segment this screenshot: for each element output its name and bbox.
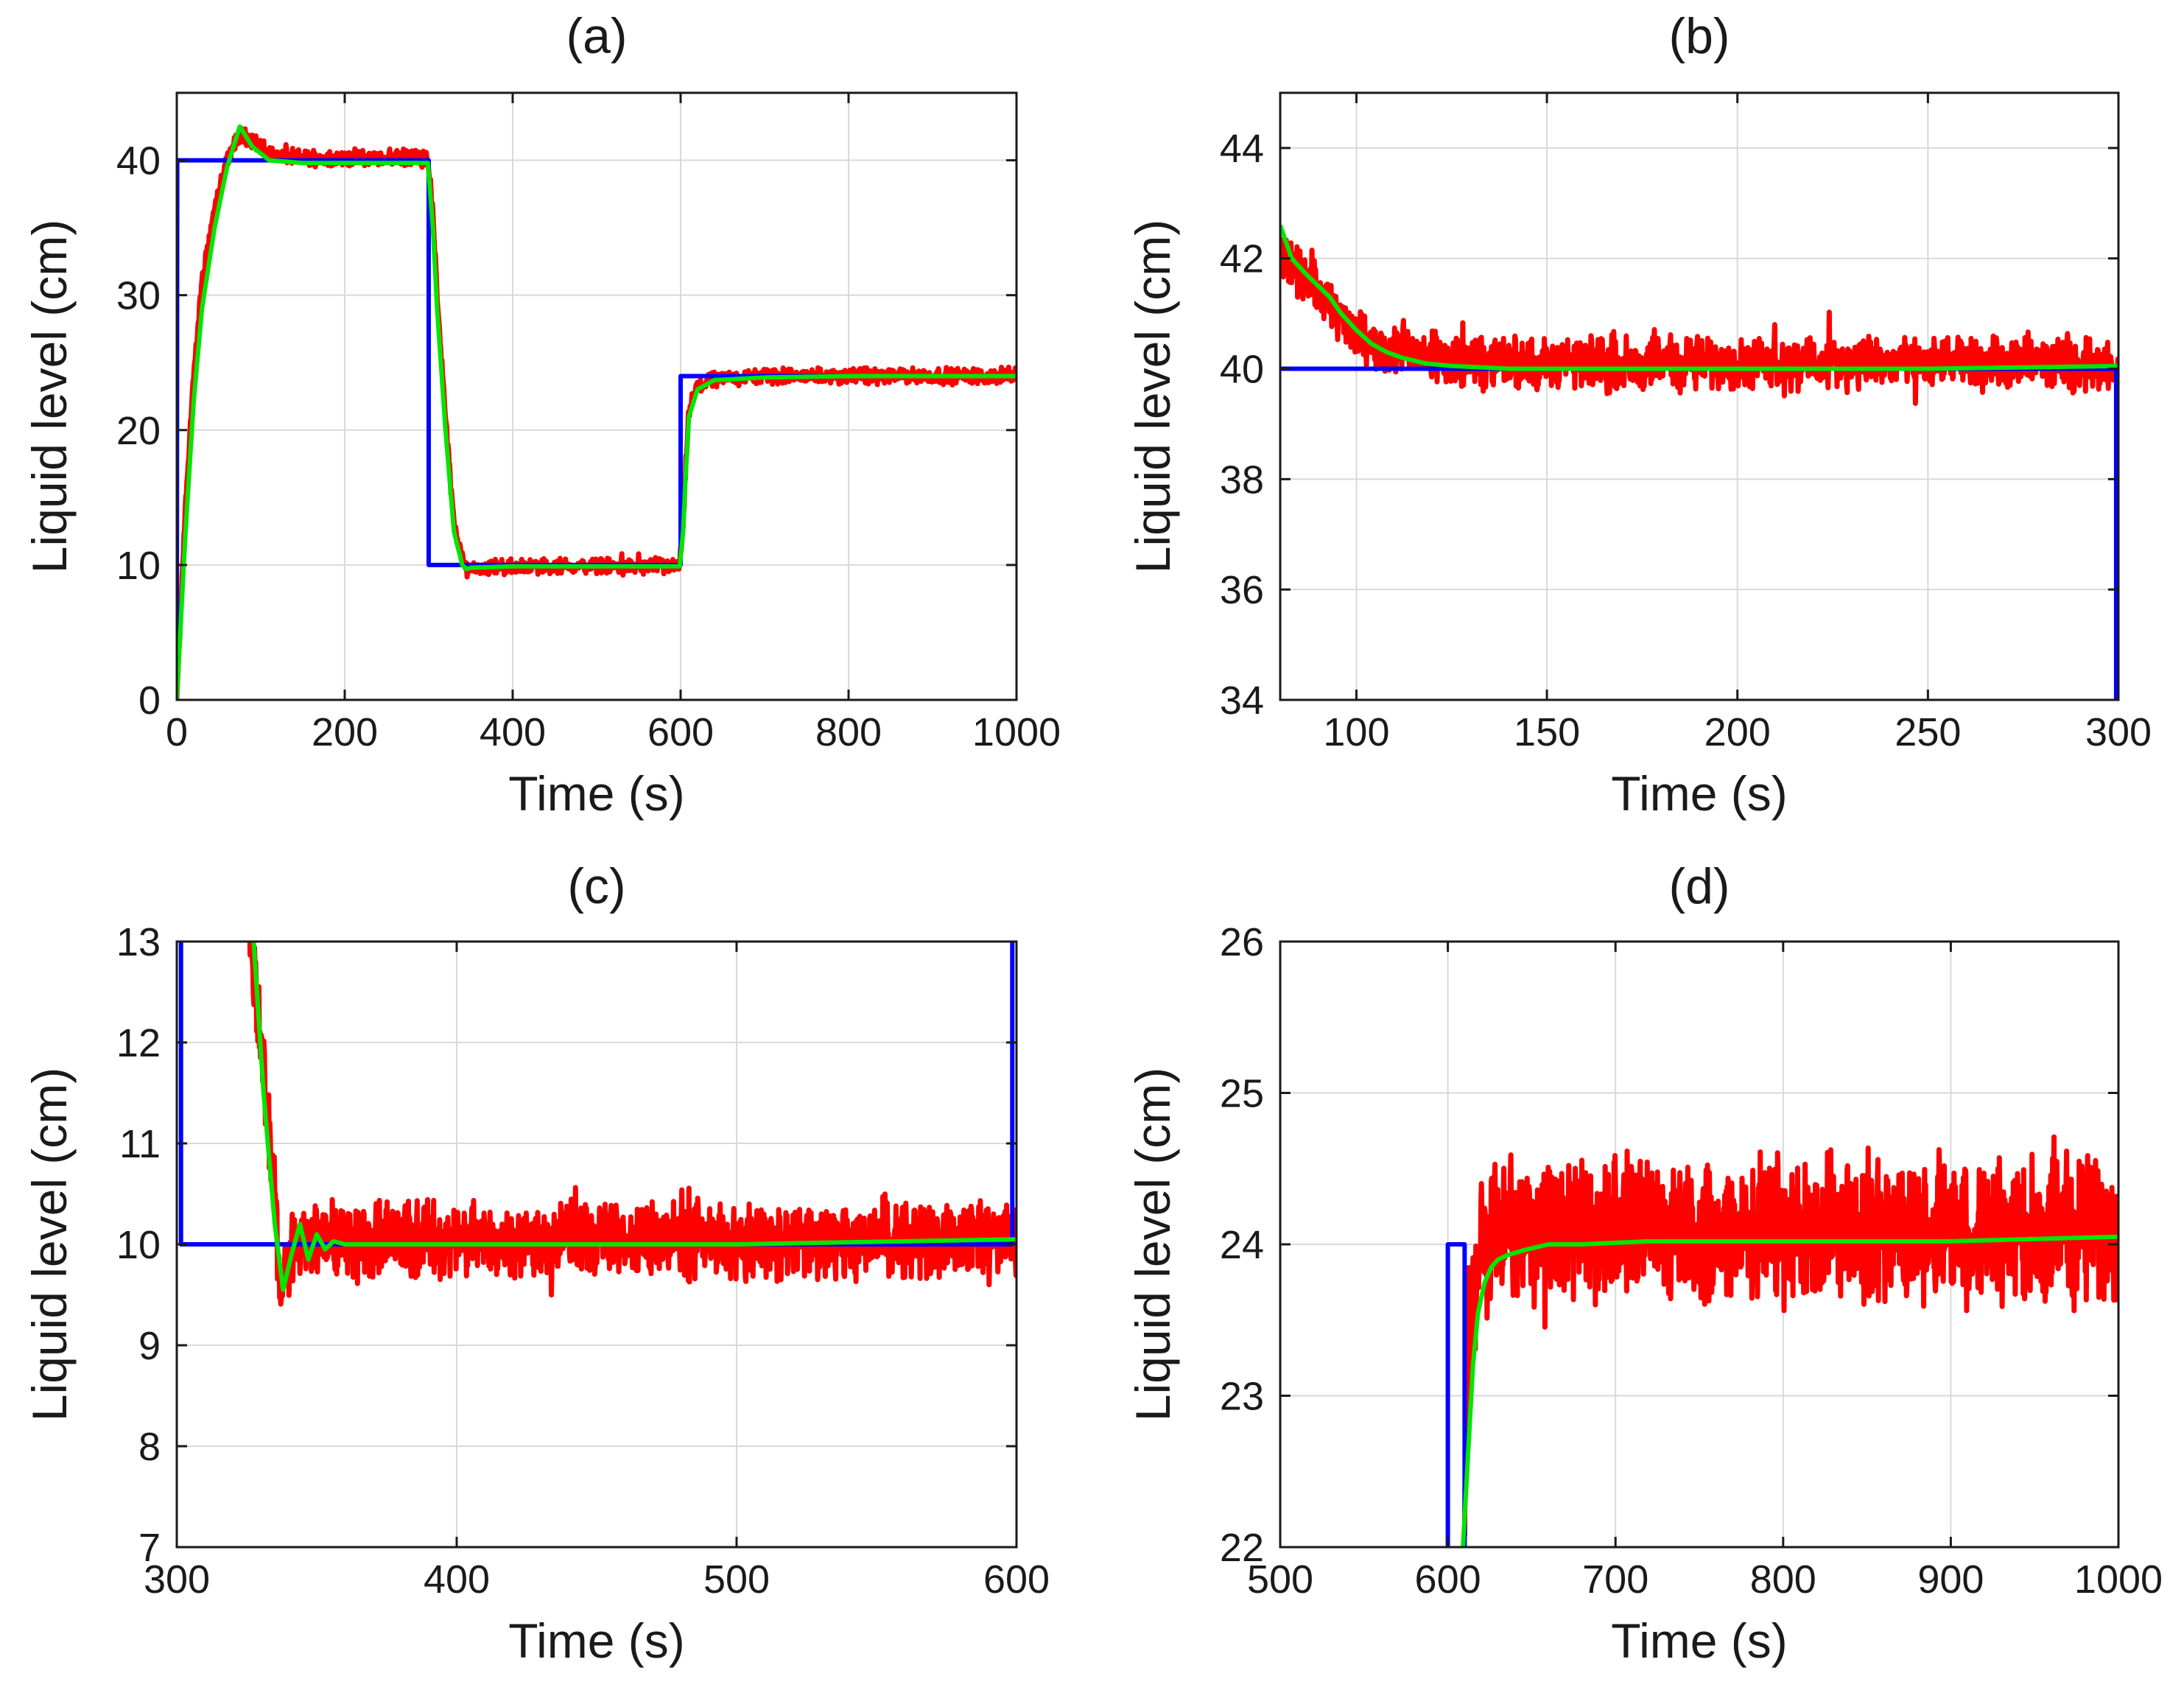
- y-tick-label: 44: [1220, 127, 1264, 171]
- filtered-series-line: [1461, 1234, 2118, 1547]
- y-tick-label: 0: [138, 679, 161, 723]
- x-tick-label: 200: [1704, 710, 1771, 754]
- y-tick-label: 9: [138, 1324, 161, 1368]
- series-group: [1445, 1134, 2118, 1547]
- y-tick-label: 38: [1220, 458, 1264, 502]
- y-axis-label: Liquid level (cm): [22, 220, 77, 574]
- y-tick-label: 40: [1220, 348, 1264, 392]
- x-axis-label: Time (s): [1611, 1613, 1788, 1668]
- measured-series-line: [247, 942, 1016, 1307]
- x-tick-label: 900: [1917, 1557, 1984, 1602]
- x-tick-label: 1000: [972, 710, 1061, 754]
- setpoint-series-line: [1445, 1242, 1467, 1547]
- x-axis-label: Time (s): [1611, 766, 1788, 821]
- y-tick-label: 36: [1220, 568, 1264, 612]
- y-tick-label: 13: [116, 920, 161, 964]
- x-tick-label: 0: [166, 710, 188, 754]
- y-tick-label: 40: [116, 139, 161, 183]
- y-tick-label: 24: [1220, 1223, 1264, 1267]
- x-tick-label: 150: [1514, 710, 1580, 754]
- filtered-series-line: [177, 124, 1016, 700]
- chart-title: (c): [567, 858, 625, 914]
- x-tick-label: 300: [2085, 710, 2152, 754]
- x-tick-label: 300: [144, 1557, 210, 1602]
- x-tick-label: 250: [1895, 710, 1961, 754]
- x-tick-label: 400: [480, 710, 546, 754]
- y-axis-label: Liquid level (cm): [1126, 220, 1180, 574]
- y-tick-label: 26: [1220, 920, 1264, 964]
- y-axis-label: Liquid level (cm): [22, 1068, 77, 1422]
- y-tick-label: 42: [1220, 237, 1264, 281]
- chart-panel-1: 0 200 400 600 800 1000 0 10 20 30 40 (a) Time (s) Liq…: [22, 8, 1061, 821]
- y-tick-label: 23: [1220, 1375, 1264, 1419]
- chart-panel-2: 100 150 200 250 300 34 36 38 40 42 44 (b) Time (s) Li…: [1126, 8, 2152, 821]
- y-tick-label: 30: [116, 274, 161, 318]
- chart-panel-4: 500 600 700 800 900 1000 22 23 24 25 26 (d) Time (s)…: [1126, 858, 2163, 1668]
- x-axis-label: Time (s): [508, 1613, 685, 1668]
- y-tick-label: 8: [138, 1425, 161, 1469]
- chart-title: (d): [1668, 858, 1730, 914]
- y-tick-label: 34: [1220, 679, 1264, 723]
- x-tick-label: 800: [815, 710, 882, 754]
- measured-series-line: [1280, 236, 2118, 406]
- x-tick-label: 500: [1247, 1557, 1313, 1602]
- y-axis-label: Liquid level (cm): [1126, 1068, 1180, 1422]
- x-tick-label: 700: [1582, 1557, 1648, 1602]
- y-tick-label: 22: [1220, 1526, 1264, 1570]
- y-tick-label: 10: [116, 1223, 161, 1267]
- filtered-series-line: [1280, 224, 2118, 371]
- plot-frame: [1279, 91, 2120, 701]
- y-tick-label: 10: [116, 544, 161, 588]
- y-tick-label: 11: [119, 1122, 161, 1166]
- plot-frame: [175, 91, 1018, 701]
- y-tick-label: 7: [138, 1526, 161, 1570]
- y-tick-label: 12: [116, 1021, 161, 1065]
- x-tick-label: 1000: [2074, 1557, 2163, 1602]
- y-tick-label: 20: [116, 409, 161, 453]
- x-tick-label: 200: [312, 710, 378, 754]
- x-tick-label: 400: [424, 1557, 490, 1602]
- chart-title: (b): [1668, 8, 1730, 64]
- y-tick-label: 25: [1220, 1072, 1264, 1116]
- x-tick-label: 600: [647, 710, 714, 754]
- x-tick-label: 600: [1415, 1557, 1481, 1602]
- x-axis-label: Time (s): [508, 766, 685, 821]
- chart-panel-3: 300 400 500 600 7 8 9 10 11 12 13 (c) Time (s) Liquid…: [22, 858, 1050, 1668]
- x-tick-label: 100: [1323, 710, 1389, 754]
- x-tick-label: 600: [983, 1557, 1050, 1602]
- measured-series-line: [1461, 1134, 2118, 1536]
- chart-title: (a): [566, 8, 627, 64]
- x-tick-label: 800: [1750, 1557, 1816, 1602]
- filtered-series-line: [251, 942, 1016, 1292]
- x-tick-label: 500: [703, 1557, 770, 1602]
